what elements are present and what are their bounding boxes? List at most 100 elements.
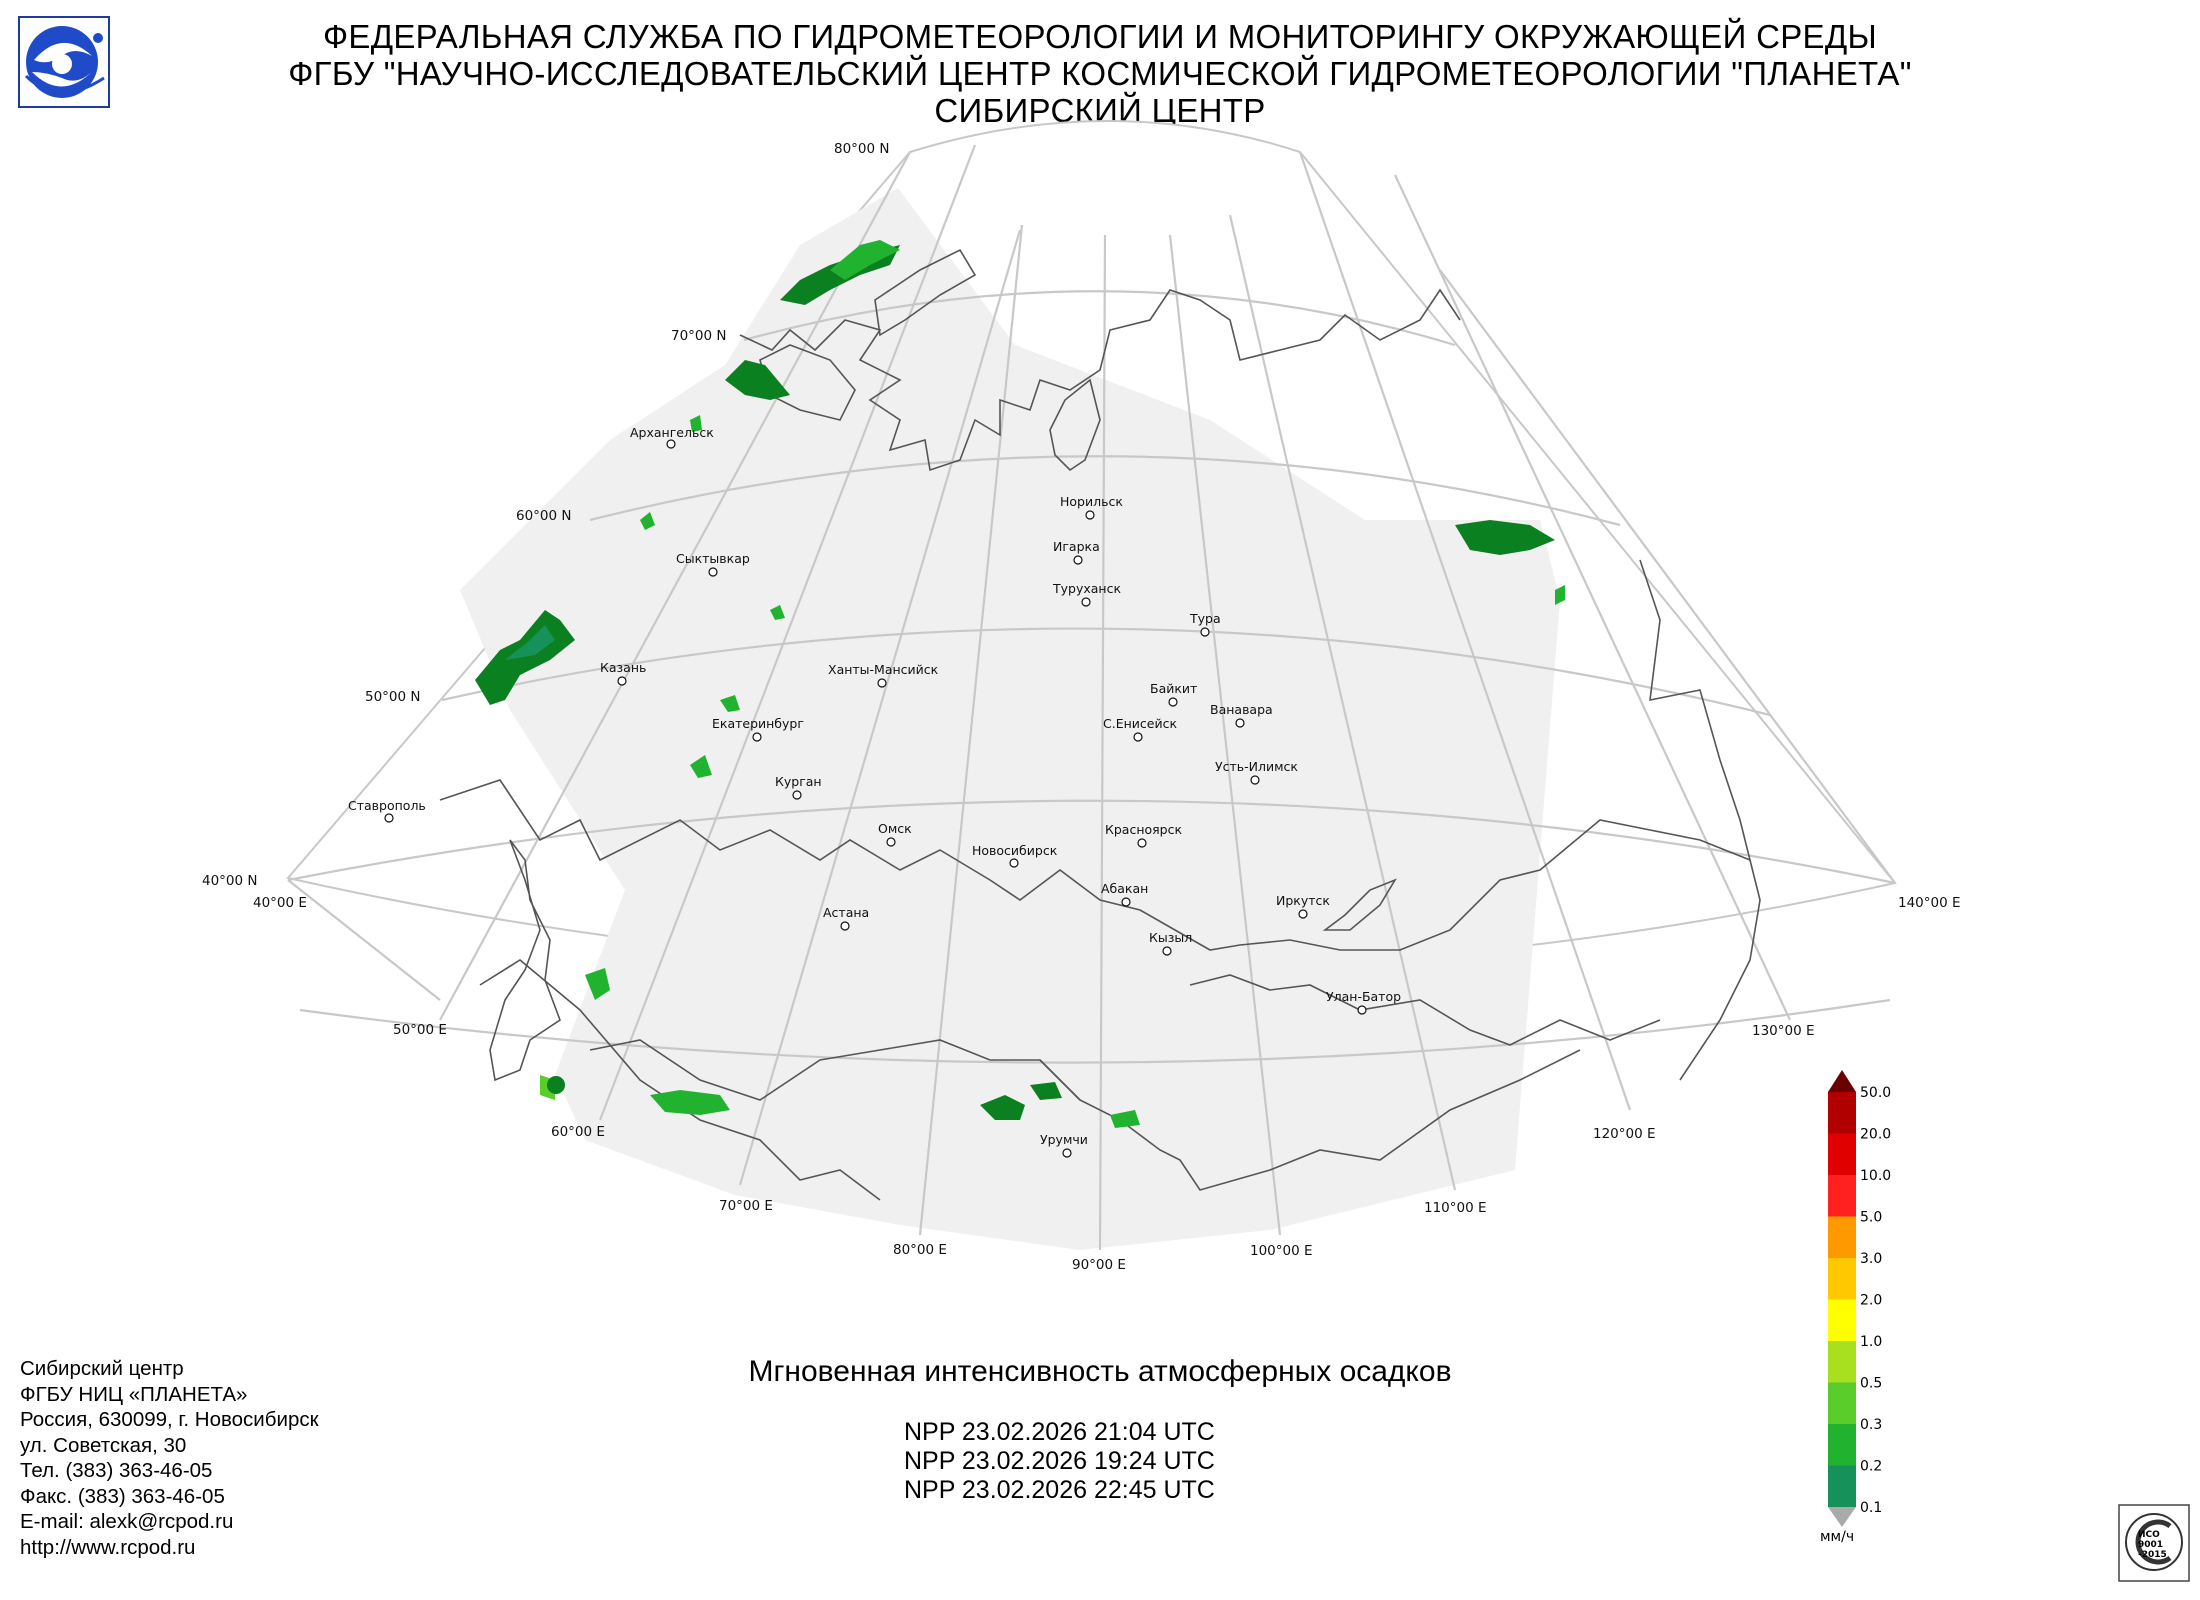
lat-label: 40°00 N <box>202 873 258 889</box>
lon-line-50 <box>439 151 911 1021</box>
precip-patch <box>980 1095 1025 1120</box>
precip-patch <box>640 512 655 530</box>
lon-label: 60°00 E <box>551 1124 605 1140</box>
header-line-1: ФЕДЕРАЛЬНАЯ СЛУЖБА ПО ГИДРОМЕТЕОРОЛОГИИ … <box>323 18 1877 55</box>
lat-line-40 <box>287 799 1896 885</box>
satellite-passes: NPP 23.02.2026 21:04 UTC NPP 23.02.2026 … <box>904 1418 1215 1505</box>
coast-far-east <box>1639 559 1761 1081</box>
precip-patch <box>770 605 785 620</box>
city-label: Ванавара <box>1210 702 1273 717</box>
lon-label: 40°00 E <box>253 895 307 911</box>
coastlines <box>439 248 1761 1201</box>
city-label: Байкит <box>1150 681 1197 696</box>
graticule <box>287 144 1896 1251</box>
lon-label: 100°00 E <box>1250 1243 1313 1259</box>
city-label: Екатеринбург <box>712 716 804 731</box>
city-label: Иркутск <box>1276 893 1330 908</box>
pass-line: NPP 23.02.2026 22:45 UTC <box>904 1476 1215 1504</box>
city-label: Урумчи <box>1040 1132 1088 1147</box>
pass-line: NPP 23.02.2026 21:04 UTC <box>904 1418 1215 1446</box>
legend-level-label: 5.0 <box>1860 1210 1882 1226</box>
precip-patch <box>830 240 900 280</box>
city-label: Кызыл <box>1149 930 1192 945</box>
lon-line-140 <box>1439 269 1896 884</box>
city-label: Архангельск <box>630 425 714 440</box>
legend-color-band <box>1828 1299 1856 1341</box>
city-label: Курган <box>775 774 822 789</box>
legend-arrow-top <box>1828 1070 1856 1092</box>
contact-line: Тел. (383) 363-46-05 <box>20 1459 213 1482</box>
legend-color-band <box>1828 1216 1856 1258</box>
city-label: Абакан <box>1101 881 1148 896</box>
legend-color-band <box>1828 1133 1856 1175</box>
legend-level-label: 20.0 <box>1860 1127 1891 1143</box>
city-label: Новосибирск <box>972 843 1058 858</box>
border-mongolia <box>1189 974 1661 1046</box>
lat-label: 80°00 N <box>834 141 890 157</box>
city-labels: Архангельск Сыктывкар Казань Екатеринбур… <box>348 425 1401 1147</box>
lat-line-50 <box>441 627 1771 717</box>
city-label: Красноярск <box>1105 822 1182 837</box>
lat-line-60 <box>589 455 1621 527</box>
contact-line: Россия, 630099, г. Новосибирск <box>20 1408 319 1431</box>
roshydromet-logo <box>18 16 110 108</box>
precip-patch <box>725 360 790 400</box>
legend-level-label: 2.0 <box>1860 1293 1882 1309</box>
city-label: Туруханск <box>1052 581 1121 596</box>
precip-patch <box>1030 1082 1062 1100</box>
product-title: Мгновенная интенсивность атмосферных оса… <box>748 1355 1452 1388</box>
legend-color-band <box>1828 1382 1856 1424</box>
lon-line-130 <box>1394 174 1791 1021</box>
legend-color-band <box>1828 1175 1856 1217</box>
contact-url[interactable]: http://www.rcpod.ru <box>20 1535 196 1559</box>
legend-color-bar <box>1828 1070 1856 1527</box>
contact-line: ФГБУ НИЦ «ПЛАНЕТА» <box>20 1382 248 1406</box>
precip-patch <box>1455 520 1555 555</box>
lat-line-30 <box>299 998 1891 1064</box>
city-label: Тура <box>1189 611 1221 626</box>
header-line-2: ФГБУ "НАУЧНО-ИССЛЕДОВАТЕЛЬСКИЙ ЦЕНТР КОС… <box>288 55 1912 92</box>
precip-patch <box>547 1076 565 1094</box>
legend-arrow-bottom <box>1828 1507 1856 1527</box>
legend-color-band <box>1828 1258 1856 1300</box>
header: ФЕДЕРАЛЬНАЯ СЛУЖБА ПО ГИДРОМЕТЕОРОЛОГИИ … <box>0 18 2200 129</box>
city-label: Омск <box>878 821 912 836</box>
lon-label: 80°00 E <box>893 1242 947 1258</box>
precip-patch <box>1110 1110 1140 1128</box>
lat-label: 50°00 N <box>365 689 421 705</box>
intensity-legend: 50.0 20.0 10.0 5.0 3.0 2.0 1.0 0.5 0.3 0.2 0.1 мм/… <box>1820 1070 1891 1545</box>
city-label: Ставрополь <box>348 798 426 813</box>
lon-label: 120°00 E <box>1593 1126 1656 1142</box>
legend-labels: 50.0 20.0 10.0 5.0 3.0 2.0 1.0 0.5 0.3 0.2 0.1 <box>1860 1085 1891 1516</box>
coverage-area <box>460 188 1560 1250</box>
lat-label: 60°00 N <box>516 508 572 524</box>
contact-line: Сибирский центр <box>20 1357 184 1380</box>
precipitation-patches <box>475 240 1565 1128</box>
legend-level-label: 0.3 <box>1860 1417 1882 1433</box>
lon-line-60 <box>598 144 977 1121</box>
border-south <box>439 779 1751 951</box>
lon-line-70 <box>738 229 1022 1186</box>
city-label: Норильск <box>1060 494 1123 509</box>
border-central-asia <box>479 959 881 1201</box>
precip-patch <box>690 415 702 432</box>
graticule-labels: 80°00 N 70°00 N 60°00 N 50°00 N 40°00 N … <box>202 141 1961 1273</box>
caspian-sea <box>489 839 561 1082</box>
city-label: С.Енисейск <box>1103 716 1177 731</box>
lake-baikal <box>1322 878 1397 931</box>
precip-patch <box>1555 585 1565 605</box>
lon-label: 50°00 E <box>393 1022 447 1038</box>
legend-level-label: 3.0 <box>1860 1251 1882 1267</box>
contact-email[interactable]: E-mail: alexk@rcpod.ru <box>20 1510 234 1533</box>
lon-line-90 <box>1098 234 1107 1251</box>
contact-line: Факс. (383) 363-46-05 <box>20 1484 225 1508</box>
coast-taymyr <box>1049 378 1101 472</box>
legend-color-band <box>1828 1424 1856 1466</box>
precip-patch <box>690 755 712 778</box>
coast-arctic <box>739 288 1461 472</box>
lon-line-100 <box>1168 234 1282 1236</box>
lon-label: 90°00 E <box>1072 1257 1126 1273</box>
lon-line-80 <box>918 224 1024 1236</box>
legend-level-label: 50.0 <box>1860 1085 1891 1101</box>
